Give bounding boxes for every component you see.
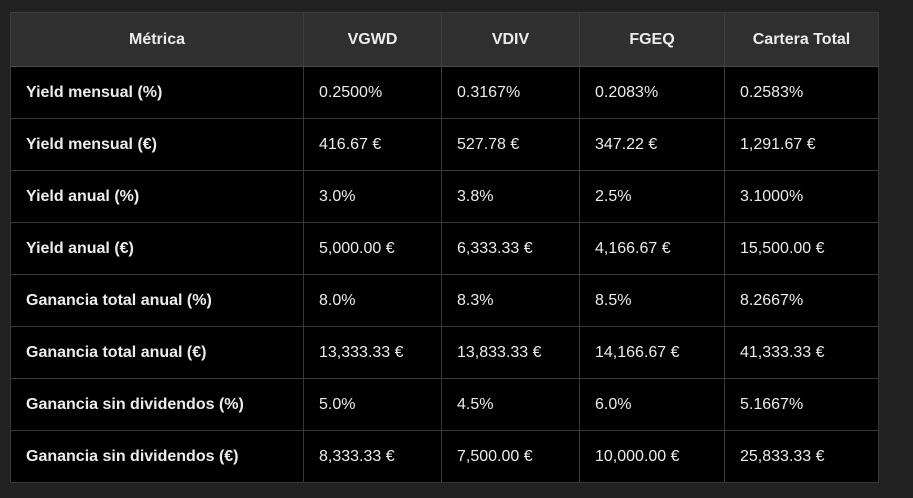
fgeq-cell: 4,166.67 € bbox=[579, 222, 725, 275]
table-row: Ganancia sin dividendos (%) 5.0% 4.5% 6.… bbox=[10, 378, 879, 431]
vdiv-cell: 0.3167% bbox=[441, 66, 580, 119]
vdiv-cell: 8.3% bbox=[441, 274, 580, 327]
vdiv-cell: 13,833.33 € bbox=[441, 326, 580, 379]
cartera-total-cell: 8.2667% bbox=[724, 274, 879, 327]
header-cell-vgwd: VGWD bbox=[303, 12, 442, 67]
metrics-table: Métrica VGWD VDIV FGEQ Cartera Total Yie… bbox=[10, 12, 879, 483]
metric-cell: Ganancia sin dividendos (%) bbox=[10, 378, 304, 431]
cartera-total-cell: 15,500.00 € bbox=[724, 222, 879, 275]
header-cell-fgeq: FGEQ bbox=[579, 12, 725, 67]
cartera-total-cell: 0.2583% bbox=[724, 66, 879, 119]
vgwd-cell: 0.2500% bbox=[303, 66, 442, 119]
cartera-total-cell: 1,291.67 € bbox=[724, 118, 879, 171]
table-row: Yield anual (€) 5,000.00 € 6,333.33 € 4,… bbox=[10, 222, 879, 275]
table-row: Yield mensual (%) 0.2500% 0.3167% 0.2083… bbox=[10, 66, 879, 119]
header-cell-cartera-total: Cartera Total bbox=[724, 12, 879, 67]
cartera-total-cell: 25,833.33 € bbox=[724, 430, 879, 483]
metric-cell: Yield mensual (€) bbox=[10, 118, 304, 171]
header-cell-vdiv: VDIV bbox=[441, 12, 580, 67]
table-row: Ganancia total anual (%) 8.0% 8.3% 8.5% … bbox=[10, 274, 879, 327]
fgeq-cell: 14,166.67 € bbox=[579, 326, 725, 379]
metric-cell: Ganancia total anual (%) bbox=[10, 274, 304, 327]
vdiv-cell: 4.5% bbox=[441, 378, 580, 431]
metric-cell: Ganancia total anual (€) bbox=[10, 326, 304, 379]
vgwd-cell: 13,333.33 € bbox=[303, 326, 442, 379]
fgeq-cell: 8.5% bbox=[579, 274, 725, 327]
fgeq-cell: 0.2083% bbox=[579, 66, 725, 119]
table-row: Yield anual (%) 3.0% 3.8% 2.5% 3.1000% bbox=[10, 170, 879, 223]
header-cell-metrica: Métrica bbox=[10, 12, 304, 67]
fgeq-cell: 6.0% bbox=[579, 378, 725, 431]
vgwd-cell: 416.67 € bbox=[303, 118, 442, 171]
fgeq-cell: 10,000.00 € bbox=[579, 430, 725, 483]
fgeq-cell: 2.5% bbox=[579, 170, 725, 223]
table-row: Ganancia total anual (€) 13,333.33 € 13,… bbox=[10, 326, 879, 379]
vdiv-cell: 6,333.33 € bbox=[441, 222, 580, 275]
table-row: Ganancia sin dividendos (€) 8,333.33 € 7… bbox=[10, 430, 879, 483]
vgwd-cell: 8.0% bbox=[303, 274, 442, 327]
metric-cell: Ganancia sin dividendos (€) bbox=[10, 430, 304, 483]
metric-cell: Yield mensual (%) bbox=[10, 66, 304, 119]
metric-cell: Yield anual (€) bbox=[10, 222, 304, 275]
cartera-total-cell: 3.1000% bbox=[724, 170, 879, 223]
vgwd-cell: 3.0% bbox=[303, 170, 442, 223]
vdiv-cell: 7,500.00 € bbox=[441, 430, 580, 483]
table-row: Yield mensual (€) 416.67 € 527.78 € 347.… bbox=[10, 118, 879, 171]
data-table-container: Métrica VGWD VDIV FGEQ Cartera Total Yie… bbox=[10, 12, 879, 483]
fgeq-cell: 347.22 € bbox=[579, 118, 725, 171]
vdiv-cell: 527.78 € bbox=[441, 118, 580, 171]
vgwd-cell: 8,333.33 € bbox=[303, 430, 442, 483]
cartera-total-cell: 5.1667% bbox=[724, 378, 879, 431]
vdiv-cell: 3.8% bbox=[441, 170, 580, 223]
header-row: Métrica VGWD VDIV FGEQ Cartera Total bbox=[10, 12, 879, 67]
table-header: Métrica VGWD VDIV FGEQ Cartera Total bbox=[10, 12, 879, 67]
vgwd-cell: 5,000.00 € bbox=[303, 222, 442, 275]
vgwd-cell: 5.0% bbox=[303, 378, 442, 431]
table-body: Yield mensual (%) 0.2500% 0.3167% 0.2083… bbox=[10, 66, 879, 483]
cartera-total-cell: 41,333.33 € bbox=[724, 326, 879, 379]
metric-cell: Yield anual (%) bbox=[10, 170, 304, 223]
